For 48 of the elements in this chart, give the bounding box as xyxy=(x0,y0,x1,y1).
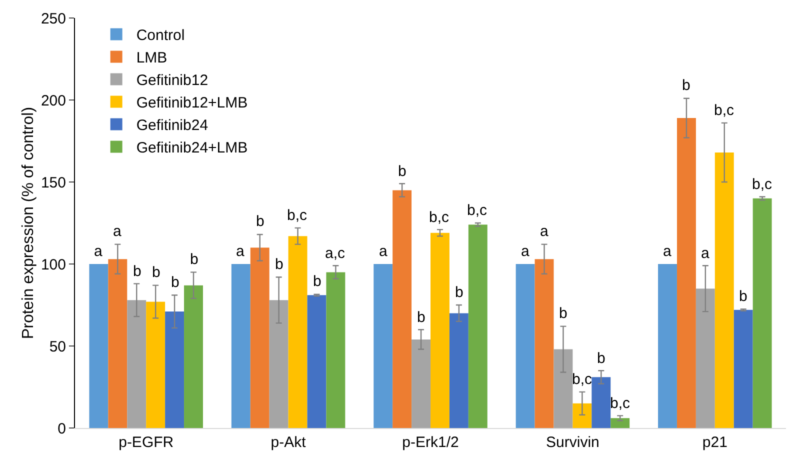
y-tick-label: 50 xyxy=(49,338,66,356)
data-label: a xyxy=(663,243,672,260)
data-label: a xyxy=(701,245,710,262)
x-tick-label: p-Erk1/2 xyxy=(402,434,459,451)
data-label: b,c xyxy=(572,371,593,388)
data-label: a xyxy=(540,223,549,240)
data-label: a,c xyxy=(325,245,346,262)
y-tick-label: 150 xyxy=(40,174,66,192)
legend-label: Gefitinib12+LMB xyxy=(136,94,248,112)
data-label: b xyxy=(398,163,406,180)
data-label: b xyxy=(559,305,568,322)
legend-label: Control xyxy=(136,27,185,44)
data-label: b xyxy=(133,263,142,280)
data-label: b xyxy=(597,350,606,367)
data-label: b,c xyxy=(287,207,308,224)
x-tick-label: p-Akt xyxy=(270,434,307,451)
data-label: a xyxy=(379,243,388,260)
legend-label: Gefitinib24+LMB xyxy=(136,140,248,157)
data-label: a xyxy=(521,243,530,260)
data-label: b,c xyxy=(714,102,735,119)
legend-label: Gefitinib24 xyxy=(136,117,208,134)
data-label: b,c xyxy=(610,395,631,412)
x-tick-label: p21 xyxy=(702,434,728,451)
data-label: b xyxy=(275,256,284,273)
y-tick-label: 250 xyxy=(40,10,66,28)
y-tick-label: 200 xyxy=(40,92,66,110)
x-tick-label: p-EGFR xyxy=(118,434,174,451)
data-label: b xyxy=(455,284,464,301)
data-label: b xyxy=(152,264,160,281)
y-tick-label: 0 xyxy=(58,420,66,438)
data-label: b,c xyxy=(429,209,450,226)
data-label: b xyxy=(739,288,748,305)
legend-label: Gefitinib12 xyxy=(136,72,208,90)
data-label: b xyxy=(190,251,198,268)
data-label: b xyxy=(682,77,690,94)
data-label: a xyxy=(236,243,245,260)
data-label: b xyxy=(313,273,322,290)
x-tick-label: Survivin xyxy=(546,434,600,451)
data-label: a xyxy=(94,243,103,260)
data-label: a xyxy=(113,223,122,240)
data-label: b xyxy=(256,213,264,230)
data-label: b xyxy=(171,274,180,291)
data-label: b,c xyxy=(752,176,773,193)
y-tick-label: 100 xyxy=(40,256,66,274)
legend-label: LMB xyxy=(136,50,168,67)
data-label: b,c xyxy=(467,202,488,219)
data-label: b xyxy=(417,309,426,326)
y-axis-title: Protein expression (% of control) xyxy=(20,106,37,340)
